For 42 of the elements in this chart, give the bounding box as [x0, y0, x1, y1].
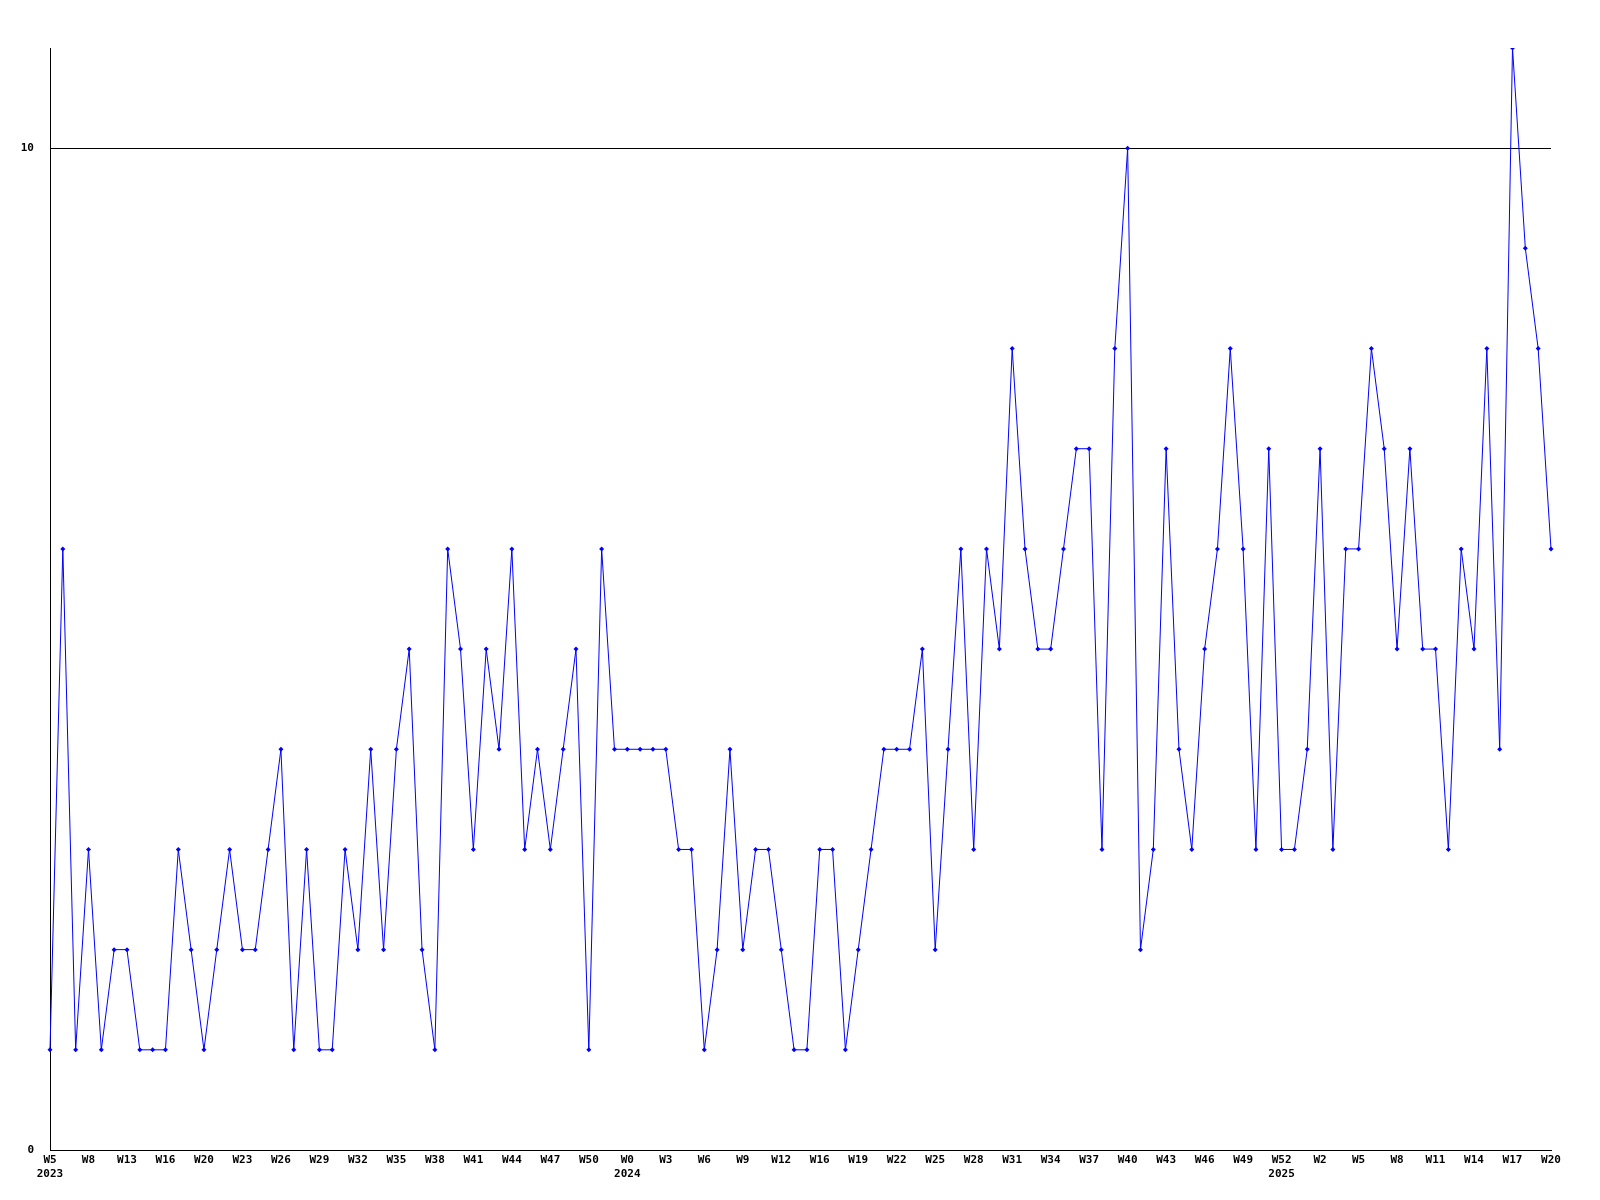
x-tick-label: W52 2025: [1268, 1153, 1295, 1180]
x-tick-label: W9: [736, 1153, 750, 1167]
x-tick-label: W35: [386, 1153, 407, 1167]
x-tick-label: W25: [925, 1153, 946, 1167]
x-tick-label: W40: [1117, 1153, 1138, 1167]
x-tick-label: W22: [886, 1153, 907, 1167]
x-tick-label: W20: [194, 1153, 214, 1167]
x-tick-label: W16: [155, 1153, 176, 1167]
x-tick-label: W34: [1040, 1153, 1061, 1167]
x-tick-label: W49: [1233, 1153, 1254, 1167]
x-tick-label: W11: [1425, 1153, 1446, 1167]
x-tick-label: W14: [1464, 1153, 1485, 1167]
x-tick-label: W5 2023: [36, 1153, 64, 1180]
x-tick-label: W41: [463, 1153, 484, 1167]
y-tick-label: 0: [27, 1142, 34, 1156]
x-tick-label: W2: [1313, 1153, 1327, 1167]
x-tick-label: W32: [347, 1153, 368, 1167]
x-tick-label: W44: [501, 1153, 523, 1167]
x-tick-label: W26: [270, 1153, 292, 1167]
x-tick-label: W31: [1002, 1153, 1023, 1167]
x-tick-label: W16: [809, 1153, 831, 1167]
x-tick-label: W13: [117, 1153, 137, 1167]
x-tick-label: W28: [963, 1153, 984, 1167]
x-tick-label: W29: [309, 1153, 330, 1167]
x-tick-label: W5: [1351, 1153, 1366, 1167]
x-tick-label: W3: [659, 1153, 673, 1167]
x-tick-label: W6: [697, 1153, 712, 1167]
x-tick-label: W43: [1156, 1153, 1177, 1167]
x-tick-label: W0 2024: [614, 1153, 641, 1180]
x-tick-label: W37: [1079, 1153, 1100, 1167]
x-tick-label: W8: [81, 1153, 96, 1167]
x-tick-label: W20: [1541, 1153, 1561, 1167]
x-tick-label: W38: [424, 1153, 445, 1167]
x-tick-label: W19: [848, 1153, 869, 1167]
y-tick-label: 10: [20, 141, 34, 155]
x-tick-label: W47: [540, 1153, 561, 1167]
x-tick-label: W23: [232, 1153, 253, 1167]
x-tick-label: W12: [771, 1153, 792, 1167]
x-tick-label: W46: [1194, 1153, 1215, 1167]
x-tick-label: W8: [1390, 1153, 1404, 1167]
x-tick-label: W50: [578, 1153, 599, 1167]
x-tick-label: W17: [1502, 1153, 1523, 1167]
